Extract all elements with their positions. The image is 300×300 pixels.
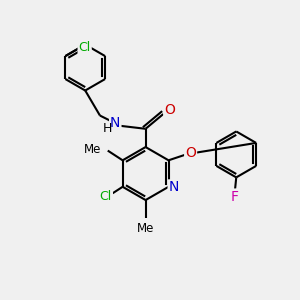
Text: F: F — [231, 190, 239, 203]
Text: Me: Me — [84, 143, 101, 157]
Text: N: N — [110, 116, 120, 130]
Text: O: O — [164, 103, 175, 117]
Text: Cl: Cl — [100, 190, 112, 203]
Text: Cl: Cl — [79, 41, 91, 54]
Text: N: N — [169, 180, 179, 194]
Text: Me: Me — [137, 222, 154, 235]
Text: O: O — [185, 146, 196, 160]
Text: H: H — [103, 122, 112, 135]
